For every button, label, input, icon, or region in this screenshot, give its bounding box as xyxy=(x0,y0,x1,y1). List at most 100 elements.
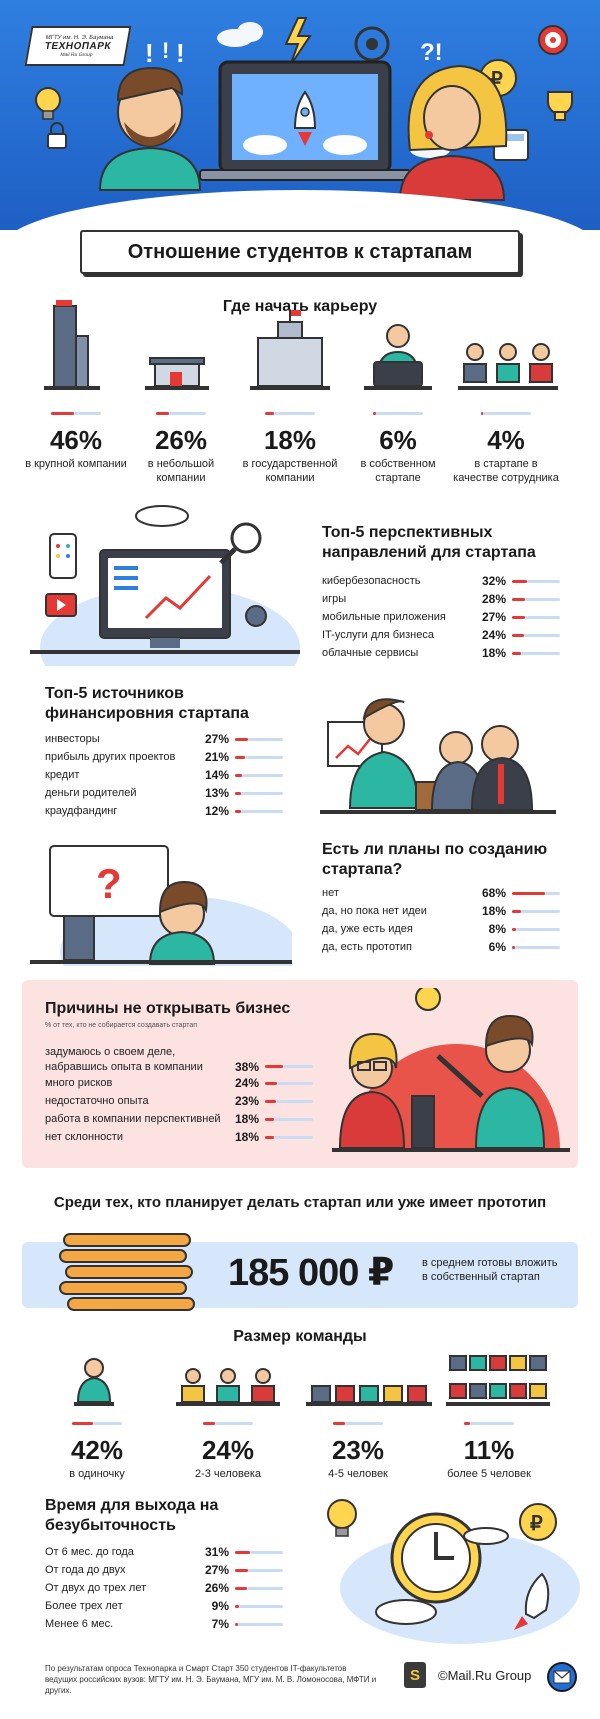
career-item: 4% в стартапе в качестве сотрудника xyxy=(451,412,561,486)
career-caption: в собственном стартапе xyxy=(360,458,436,484)
investment-heading: Среди тех, кто планирует делать стартап … xyxy=(53,1194,547,1211)
career-item: 6% в собственном стартапе xyxy=(343,412,453,486)
row-label: инвесторы xyxy=(45,733,100,745)
row-bar-track xyxy=(235,737,283,741)
row-value: 8% xyxy=(488,922,506,936)
row-value: 26% xyxy=(204,1581,229,1595)
team-at-desks-icon xyxy=(458,343,558,390)
team-bar-track xyxy=(464,1422,514,1425)
list-item: облачные сервисы 18% xyxy=(322,644,582,662)
row-bar-fill xyxy=(265,1135,274,1139)
row-label: много рисков xyxy=(45,1077,113,1089)
row-label: да, есть прототип xyxy=(322,941,412,953)
team-caption: 4-5 человек xyxy=(328,1468,388,1480)
row-label: От двух до трех лет xyxy=(45,1582,147,1594)
row-bar-fill xyxy=(512,909,521,913)
team-pct: 11% xyxy=(463,1435,515,1465)
row-label: нет склонности xyxy=(45,1131,123,1143)
mailru-brand: ©Mail.Ru Group xyxy=(438,1668,532,1683)
envelope-glyph xyxy=(553,1670,571,1684)
row-bar-track xyxy=(235,1586,283,1590)
government-building-icon xyxy=(250,310,330,390)
plans-list: нет 68% да, но пока нет идеи 18% да, уже… xyxy=(322,884,582,956)
row-value: 6% xyxy=(488,940,506,954)
career-caption: в небольшой компании xyxy=(147,458,215,484)
row-bar-fill xyxy=(512,633,524,637)
team-bar-fill xyxy=(464,1422,470,1425)
logo-sub-text: Mail.Ru Group xyxy=(59,51,94,58)
career-bar-track xyxy=(156,412,206,415)
row-bar-fill xyxy=(512,579,528,583)
list-item: Менее 6 мес. 7% xyxy=(45,1615,305,1633)
row-label: Менее 6 мес. xyxy=(45,1618,114,1630)
career-pct: 6% xyxy=(379,425,417,455)
breakeven-heading: Время для выхода на безубыточность xyxy=(45,1497,219,1534)
plans-heading: Есть ли планы по созданию стартапа? xyxy=(322,841,548,878)
list-item: много рисков 24% xyxy=(45,1074,315,1092)
breakeven-list: От 6 мес. до года 31% От года до двух 27… xyxy=(45,1543,305,1633)
team-icons xyxy=(74,1355,550,1406)
row-value: 38% xyxy=(234,1060,259,1074)
career-bar-fill xyxy=(265,412,274,415)
career-bar-fill xyxy=(51,412,74,415)
reasons-heading: Причины не открывать бизнес xyxy=(45,1000,291,1017)
mail-icon xyxy=(547,1662,577,1692)
list-item: IT-услуги для бизнеса 24% xyxy=(322,626,582,644)
row-bar-track xyxy=(235,773,283,777)
row-bar-fill xyxy=(512,945,515,949)
team-caption: более 5 человек xyxy=(447,1468,531,1480)
funding-heading: Топ-5 источников финансировния стартапа xyxy=(45,685,249,722)
row-bar-track xyxy=(265,1081,313,1085)
list-item: кредит 14% xyxy=(45,766,305,784)
career-item: 18% в государственной компании xyxy=(235,412,345,486)
row-value: 14% xyxy=(204,768,229,782)
row-bar-track xyxy=(235,791,283,795)
row-bar-fill xyxy=(265,1099,277,1103)
row-bar-fill xyxy=(265,1065,284,1068)
svg-text:!: ! xyxy=(145,38,154,68)
row-bar-fill xyxy=(235,1604,240,1608)
row-label: От 6 мес. до года xyxy=(45,1546,134,1558)
career-pct: 26% xyxy=(154,425,208,455)
row-value: 23% xyxy=(234,1094,259,1108)
row-bar-track xyxy=(235,755,283,759)
reasons-list: задумаюсь о своем деле, набравшись опыта… xyxy=(45,1046,315,1146)
row-label: задумаюсь о своем деле, набравшись опыта… xyxy=(45,1046,203,1073)
row-bar-track xyxy=(235,1568,283,1572)
row-label: деньги родителей xyxy=(45,787,137,799)
row-label: облачные сервисы xyxy=(322,647,419,659)
svg-text:?: ? xyxy=(96,860,122,907)
list-item: Более трех лет 9% xyxy=(45,1597,305,1615)
row-bar-track xyxy=(512,615,560,619)
page-title: Отношение студентов к стартапам xyxy=(80,230,520,274)
list-item: От двух до трех лет 26% xyxy=(45,1579,305,1597)
svg-text:!: ! xyxy=(162,38,169,63)
hero-illustration: ! ! ! ?! ₽ xyxy=(35,17,573,201)
list-item: инвесторы 27% xyxy=(45,730,305,748)
row-label: Более трех лет xyxy=(45,1600,123,1612)
team-caption: в одиночку xyxy=(69,1468,125,1480)
row-bar-track xyxy=(512,891,560,895)
career-caption: в стартапе в качестве сотрудника xyxy=(453,458,559,484)
row-bar-fill xyxy=(235,809,241,813)
row-value: 28% xyxy=(481,592,506,606)
team-bar-fill xyxy=(333,1422,345,1425)
career-heading: Где начать карьеру xyxy=(222,298,378,315)
row-bar-track xyxy=(512,945,560,949)
single-person-icon xyxy=(74,1358,114,1406)
team-heading: Размер команды xyxy=(233,1328,367,1345)
career-icons xyxy=(44,300,558,390)
list-item: да, уже есть идея 8% xyxy=(322,920,582,938)
row-bar-track xyxy=(512,579,560,583)
list-item: нет склонности 18% xyxy=(45,1128,315,1146)
row-bar-fill xyxy=(512,891,545,895)
reasons-illustration xyxy=(332,988,570,1152)
list-item: мобильные приложения 27% xyxy=(322,608,582,626)
directions-illustration xyxy=(30,505,300,666)
row-bar-fill xyxy=(235,1622,239,1626)
technopark-logo: МГТУ им. Н. Э. Баумана ТЕХНОПАРК Mail.Ru… xyxy=(24,26,132,66)
row-value: 32% xyxy=(481,574,506,588)
row-bar-track xyxy=(512,909,560,913)
svg-text:?!: ?! xyxy=(420,39,443,66)
row-label: нет xyxy=(322,887,339,899)
